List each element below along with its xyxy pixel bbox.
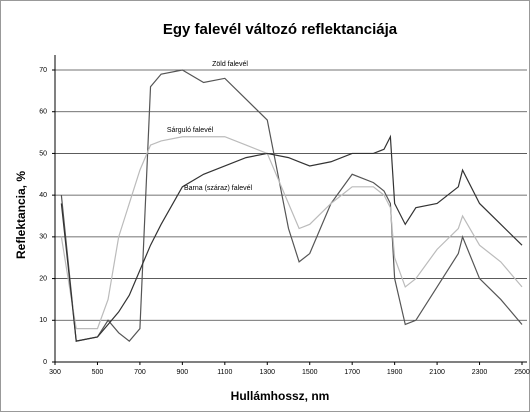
series-line bbox=[60, 69, 523, 342]
y-tick-label: 60 bbox=[39, 109, 47, 116]
y-tick-label: 20 bbox=[39, 275, 47, 282]
x-tick-label: 1300 bbox=[259, 369, 275, 376]
series-line bbox=[60, 136, 523, 330]
series-line bbox=[60, 134, 523, 342]
y-tick-label: 70 bbox=[39, 67, 47, 74]
y-tick-label: 40 bbox=[39, 192, 47, 199]
x-tick-label: 300 bbox=[49, 369, 61, 376]
y-tick-label: 10 bbox=[39, 317, 47, 324]
x-tick-label: 900 bbox=[177, 369, 189, 376]
x-tick-label: 1900 bbox=[387, 369, 403, 376]
x-tick-label: 2100 bbox=[429, 369, 445, 376]
x-tick-label: 500 bbox=[92, 369, 104, 376]
x-axis-label: Hullámhossz, nm bbox=[231, 389, 330, 403]
x-tick-label: 2500 bbox=[514, 369, 530, 376]
x-tick-label: 1700 bbox=[344, 369, 360, 376]
y-tick-label: 30 bbox=[39, 234, 47, 241]
y-axis-label: Reflektancia, % bbox=[14, 171, 28, 259]
x-tick-label: 700 bbox=[134, 369, 146, 376]
x-tick-label: 1500 bbox=[302, 369, 318, 376]
x-tick-label: 1100 bbox=[217, 369, 232, 376]
series-label: Sárguló falevél bbox=[167, 127, 214, 134]
chart-title: Egy falevél változó reflektanciája bbox=[163, 21, 398, 38]
y-tick-label: 0 bbox=[43, 359, 47, 366]
x-tick-label: 2300 bbox=[472, 369, 488, 376]
series-label: Zöld falevél bbox=[212, 61, 248, 68]
series-label: Barna (száraz) falevél bbox=[184, 185, 253, 192]
y-tick-label: 50 bbox=[39, 150, 47, 157]
